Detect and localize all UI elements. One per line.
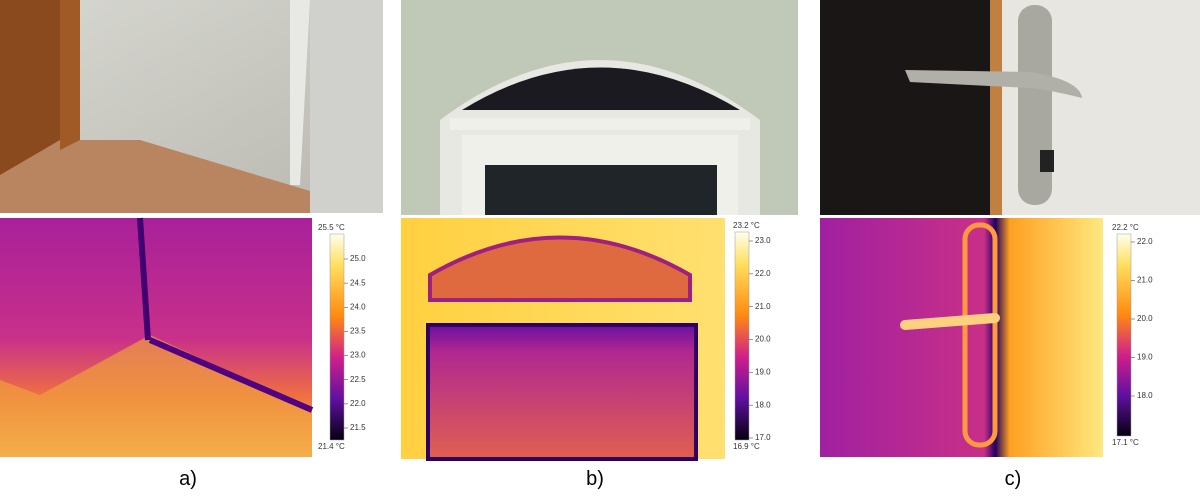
tick-label: 22.0 [755, 269, 771, 278]
tick-label: 22.5 [350, 375, 366, 384]
tick-label: 25.0 [350, 254, 366, 263]
tick-label: 18.0 [1137, 391, 1153, 400]
figure: 25.5 °C 21.4 °C 25.0 24.5 24.0 23.5 23.0 22.5 22… [0, 0, 1200, 496]
scale-min: 21.4 °C [318, 442, 345, 451]
tick-label: 17.0 [755, 433, 771, 442]
tick-label: 21.0 [1137, 276, 1153, 285]
colorbar [735, 232, 749, 440]
tick-label: 18.0 [755, 400, 771, 409]
tick-label: 20.0 [1137, 314, 1153, 323]
caption: a) [179, 468, 197, 490]
tick-label: 24.0 [350, 302, 366, 311]
thermal-c [820, 218, 1103, 457]
tick-label: 19.0 [1137, 353, 1153, 362]
caption: c) [1005, 468, 1022, 490]
tick-label: 23.0 [755, 236, 771, 245]
thermal-b [401, 218, 725, 459]
scale-min: 16.9 °C [733, 442, 760, 451]
tick-label: 21.5 [350, 423, 366, 432]
thermal-a [0, 218, 312, 457]
tick-label: 22.0 [350, 399, 366, 408]
scale-max: 22.2 °C [1112, 223, 1139, 232]
photo-c [820, 0, 1200, 215]
tick-label: 20.0 [755, 335, 771, 344]
scale-max: 23.2 °C [733, 221, 760, 230]
tick-label: 24.5 [350, 278, 366, 287]
colorbar [1117, 234, 1131, 436]
scale-min: 17.1 °C [1112, 438, 1139, 447]
caption: b) [586, 468, 604, 490]
photo-a [0, 0, 383, 213]
tick-label: 21.0 [755, 302, 771, 311]
colorbar [330, 234, 344, 440]
tick-label: 19.0 [755, 367, 771, 376]
tick-label: 23.0 [350, 351, 366, 360]
tick-label: 22.0 [1137, 237, 1153, 246]
photo-b [401, 0, 798, 215]
tick-label: 23.5 [350, 327, 366, 336]
scale-max: 25.5 °C [318, 223, 345, 232]
